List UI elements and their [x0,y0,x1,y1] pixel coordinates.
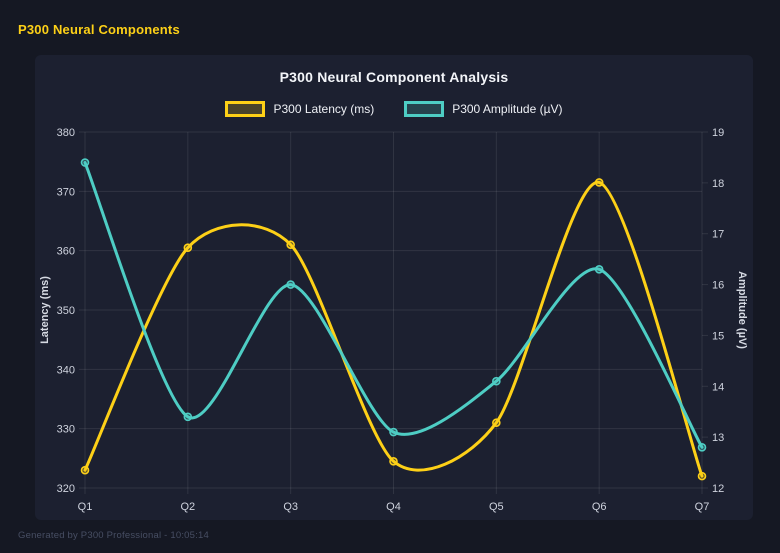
right-axis-tick-label: 16 [712,280,724,292]
left-axis-tick-label: 380 [57,127,75,139]
right-axis-tick-label: 12 [712,483,724,495]
right-axis-tick-label: 18 [712,178,724,190]
x-axis-tick-label: Q7 [695,501,710,513]
data-point-p300-latency-ms[interactable] [80,465,90,475]
right-axis-tick-label: 15 [712,330,724,342]
data-point-p300-latency-ms[interactable] [697,471,707,481]
right-axis-tick-label: 17 [712,229,724,241]
data-point-p300-amplitude-v[interactable] [80,158,90,167]
x-axis-tick-label: Q2 [180,501,195,513]
left-axis-tick-label: 340 [57,364,75,376]
data-point-p300-amplitude-v[interactable] [697,443,707,452]
x-axis-tick-label: Q5 [489,501,504,513]
right-axis-tick-label: 19 [712,127,724,139]
page-title: P300 Neural Components [18,22,180,37]
x-axis-tick-label: Q4 [386,501,401,513]
data-point-p300-amplitude-v[interactable] [183,412,193,422]
left-axis-tick-label: 360 [57,246,75,258]
legend-item-p300-amplitude-v[interactable]: P300 Amplitude (µV) [404,101,563,117]
left-axis-tick-label: 370 [57,186,75,198]
left-axis-tick-label: 320 [57,483,75,495]
data-point-p300-latency-ms[interactable] [389,456,398,466]
legend-item-p300-latency-ms[interactable]: P300 Latency (ms) [225,101,374,117]
left-axis-title: Latency (ms) [39,276,51,344]
left-axis-tick-label: 330 [57,424,75,436]
x-axis-tick-label: Q1 [78,501,93,513]
right-axis-title: Amplitude (µV) [736,271,748,349]
data-point-p300-latency-ms[interactable] [492,418,501,428]
data-point-p300-latency-ms[interactable] [286,240,295,250]
chart-title: P300 Neural Component Analysis [279,69,509,85]
data-point-p300-amplitude-v[interactable] [492,376,501,386]
data-point-p300-amplitude-v[interactable] [389,427,398,437]
right-axis-tick-label: 14 [712,381,724,393]
footer-generated-note: Generated by P300 Professional - 10:05:1… [18,530,209,541]
right-axis-tick-label: 13 [712,432,724,444]
chart-canvas[interactable]: 320 330 340 350 360 370 380 12 13 14 15 16 17 18 19 Q1 Q… [35,55,753,520]
x-axis-tick-label: Q6 [592,501,607,513]
data-point-p300-latency-ms[interactable] [594,178,604,187]
legend-swatch-p300-latency-ms [225,101,266,117]
legend-label: P300 Latency (ms) [273,102,375,116]
data-point-p300-amplitude-v[interactable] [594,265,604,274]
series-line-p300-amplitude-v [83,161,704,449]
data-point-p300-amplitude-v[interactable] [286,280,295,289]
series-line-p300-latency-ms [83,180,704,478]
legend-swatch-p300-amplitude-v [404,101,445,117]
chart-panel: P300 Neural Component Analysis P300 Late… [35,55,753,520]
data-point-p300-latency-ms[interactable] [183,243,193,252]
legend-label: P300 Amplitude (µV) [452,102,563,116]
left-axis-tick-label: 350 [57,305,75,317]
chart-legend: P300 Latency (ms) P300 Amplitude (µV) [35,101,753,117]
x-axis-tick-label: Q3 [283,501,298,513]
